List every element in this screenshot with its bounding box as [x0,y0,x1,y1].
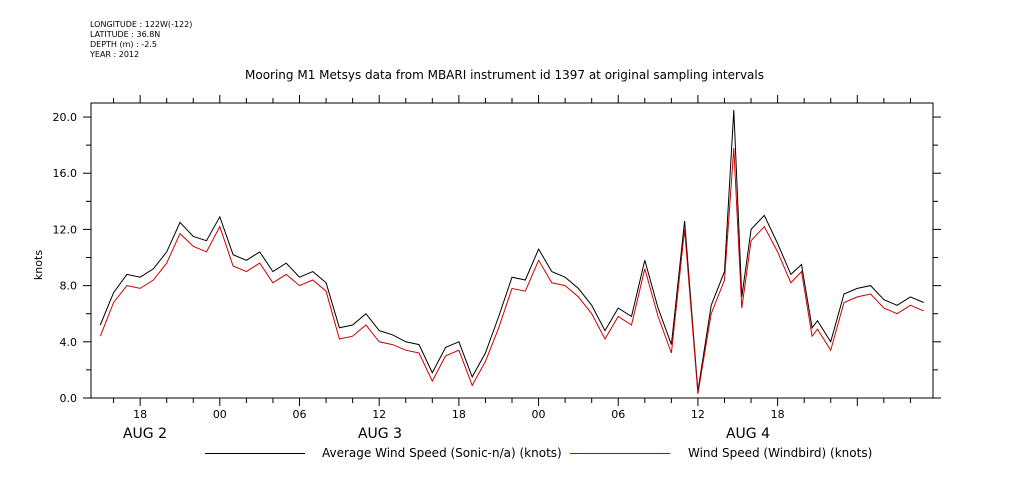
y-tick-label: 16.0 [53,167,78,180]
series-line-windbird [99,147,924,394]
y-tick-label: 20.0 [53,111,78,124]
day-label: AUG 4 [726,426,770,442]
series-line-sonic [99,109,924,392]
year-label: YEAR : 2012 [90,50,140,59]
plot-frame [90,102,934,399]
legend-label-sonic: Average Wind Speed (Sonic-n/a) (knots) [322,446,562,460]
depth-label: DEPTH (m) : -2.5 [90,40,157,49]
x-tick-label: 00 [213,408,227,421]
y-axis-label: knots [32,250,45,280]
y-tick-label: 8.0 [60,280,78,293]
x-tick-label: 18 [133,408,147,421]
legend-swatch-sonic [205,453,305,454]
x-tick-label: 12 [691,408,705,421]
x-tick-label: 00 [532,408,546,421]
day-label: AUG 3 [358,426,402,442]
legend-swatch-windbird [570,453,670,454]
day-label: AUG 2 [123,426,167,442]
x-tick-label: 06 [293,408,307,421]
x-tick-label: 18 [452,408,466,421]
longitude-label: LONGITUDE : 122W(-122) [90,20,193,29]
metadata-block: LONGITUDE : 122W(-122) LATITUDE : 36.8N … [90,20,192,60]
x-tick-label: 12 [372,408,386,421]
x-tick-label: 18 [771,408,785,421]
y-tick-label: 0.0 [60,392,78,405]
legend-label-windbird: Wind Speed (Windbird) (knots) [688,446,873,460]
latitude-label: LATITUDE : 36.8N [90,30,161,39]
chart-title: Mooring M1 Metsys data from MBARI instru… [245,68,764,82]
y-tick-label: 4.0 [60,336,78,349]
x-tick-label: 06 [611,408,625,421]
y-tick-label: 12.0 [53,223,78,236]
